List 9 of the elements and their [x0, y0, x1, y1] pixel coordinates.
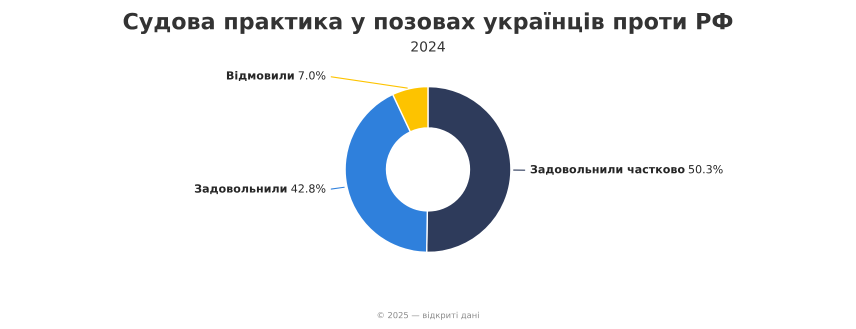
slice-label: Задовольнили: [194, 184, 286, 194]
slice-label: Задовольнили частково: [530, 165, 685, 175]
chart-subtitle: 2024: [411, 41, 445, 52]
slice-label: Відмовили: [226, 71, 294, 81]
data-label: 42.8%: [291, 184, 326, 193]
chart-title: Судова практика у позовах українців проти РФ: [124, 12, 732, 34]
text: © 2025 — відкриті дані: [378, 312, 479, 320]
data-label: 7.0%: [298, 71, 326, 80]
data-label: 50.3%: [688, 165, 723, 174]
